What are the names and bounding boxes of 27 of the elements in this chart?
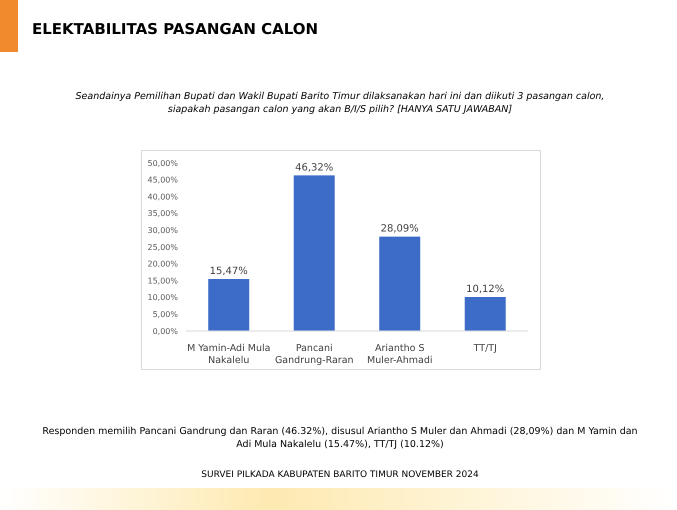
bar (294, 175, 335, 331)
text: SURVEI PILKADA KABUPATEN BARITO TIMUR NOVEMBER 2024 (200, 470, 480, 480)
y-tick-label: 0,00% (152, 326, 178, 336)
bar (379, 236, 420, 331)
y-tick-label: 45,00% (147, 176, 178, 185)
chart-subtitle: Seandainya Pemilihan Bupati dan Wakil Bupati Barito Timur dilaksanakan hari ini dan diikuti 3 pasangan calon, siapakah pasangan calon yang akan B/I/S pilih? [HANYA SATU JAWABAN] (74, 90, 606, 116)
y-tick-label: 40,00% (147, 192, 178, 202)
x-tick-label: TT/TJ (472, 343, 497, 354)
data-label: 15,47% (210, 266, 248, 278)
chart-title: ELEKTABILITAS PASANGAN CALON (32, 20, 318, 38)
bar (464, 296, 506, 331)
y-tick-label: 50,00% (147, 158, 178, 168)
data-label: 46,32% (295, 162, 334, 174)
text: Responden memilih Pancani Gandrung dan Raran (46.32%), disusul Ariantho S Muler dan Ahmadi (28,09%) dan M Yamin dan Adi Mula Nakalelu (15.47%), TT/TJ (10.12%) (41, 425, 639, 451)
data-label: 28,09% (380, 224, 419, 235)
y-tick-label: 30,00% (147, 226, 178, 236)
y-tick-label: 25,00% (147, 242, 178, 252)
x-tick-label: M Yamin-Adi Mula Nakalelu (187, 343, 270, 366)
y-tick-label: 5,00% (152, 310, 178, 320)
y-tick-label: 20,00% (147, 260, 178, 269)
bar (208, 279, 250, 331)
y-tick-label: 35,00% (147, 209, 178, 218)
y-tick-label: 15,00% (147, 276, 178, 286)
x-tick-label: Ariantho S Muler-Ahmadi (367, 343, 432, 366)
x-tick-label: Pancani Gandrung-Raran (274, 343, 354, 366)
y-tick-label: 10,00% (147, 293, 178, 302)
data-label: 10,12% (466, 284, 504, 295)
